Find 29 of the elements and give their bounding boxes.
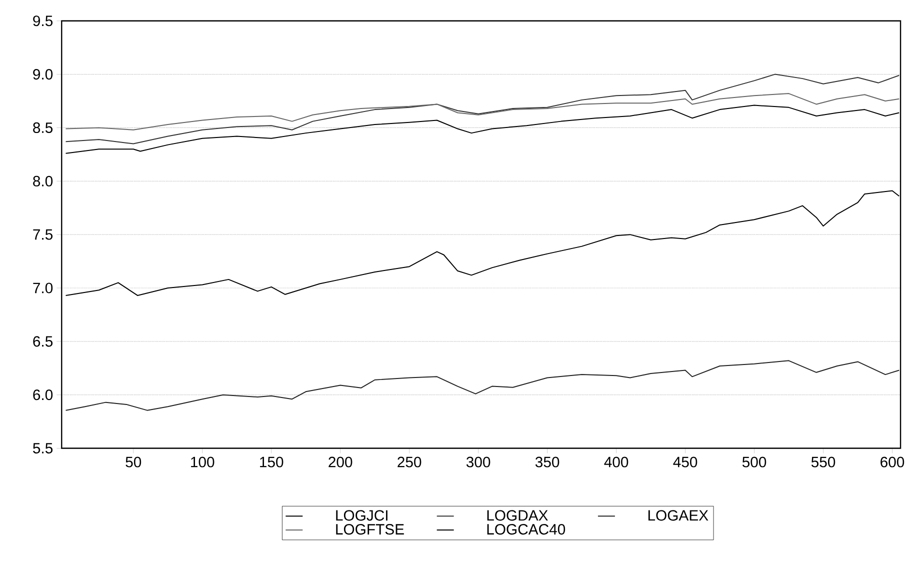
x-tick-label: 300 bbox=[466, 456, 490, 468]
legend-label: LOGAEX bbox=[648, 510, 708, 521]
x-tick-label: 550 bbox=[811, 456, 836, 468]
legend-label: LOGJCI bbox=[336, 510, 388, 521]
y-tick-label: 9.5 bbox=[33, 16, 53, 26]
y-tick-label: 6.5 bbox=[33, 336, 53, 347]
line-series bbox=[65, 360, 900, 412]
y-tick-label: 9.0 bbox=[33, 69, 53, 80]
legend-label: LOGCAC40 bbox=[487, 524, 566, 535]
y-tick-label: 8.0 bbox=[33, 176, 53, 187]
x-tick-label: 150 bbox=[260, 456, 284, 468]
y-tick-label: 7.5 bbox=[33, 230, 53, 240]
y-tick-label: 7.0 bbox=[33, 282, 53, 294]
x-tick-label: 450 bbox=[673, 456, 698, 468]
x-tick-label: 400 bbox=[604, 456, 628, 468]
x-tick-label: 600 bbox=[880, 456, 904, 468]
x-tick-label: 250 bbox=[398, 456, 422, 468]
x-tick-label: 500 bbox=[742, 456, 766, 468]
line-series bbox=[65, 93, 900, 131]
x-tick-label: 50 bbox=[126, 456, 142, 468]
y-tick-label: 8.5 bbox=[33, 122, 53, 134]
legend-label: LOGFTSE bbox=[336, 524, 404, 535]
line-series bbox=[65, 74, 900, 144]
x-tick-label: 100 bbox=[191, 456, 214, 468]
y-tick-label: 6.0 bbox=[33, 390, 53, 400]
y-tick-label: 5.5 bbox=[33, 443, 53, 454]
legend-label: LOGDAX bbox=[487, 510, 548, 521]
x-tick-label: 200 bbox=[328, 456, 352, 468]
x-tick-label: 350 bbox=[535, 456, 560, 468]
